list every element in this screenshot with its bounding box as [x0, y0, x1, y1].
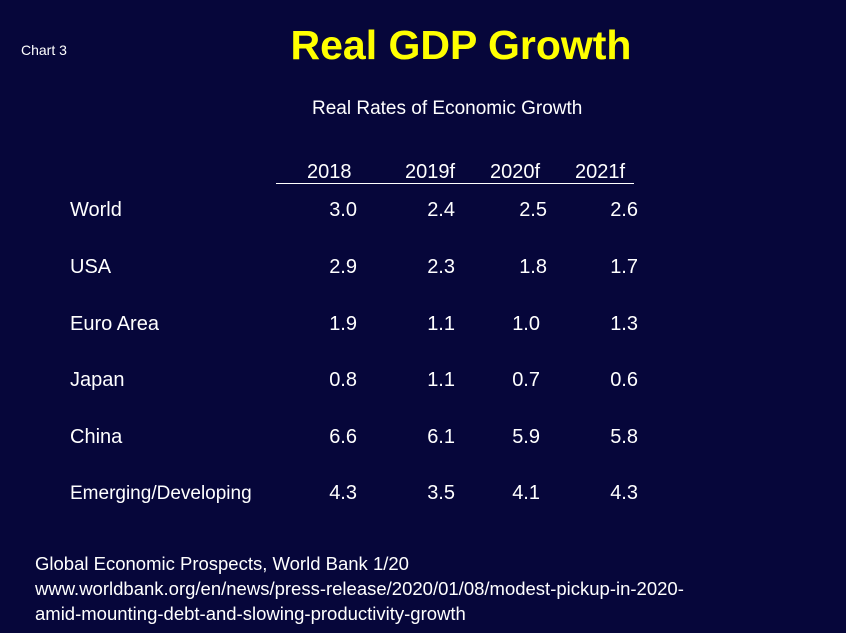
table-cell: 2.4 [427, 199, 455, 221]
row-label-emerging-developing: Emerging/Developing [70, 483, 252, 504]
table-cell: 5.8 [610, 426, 638, 448]
table-cell: 1.1 [427, 369, 455, 391]
table-cell: 6.6 [329, 426, 357, 448]
table-cell: 0.8 [329, 369, 357, 391]
header-underline [276, 183, 634, 184]
table-cell: 3.5 [427, 482, 455, 504]
table-cell: 1.1 [427, 313, 455, 335]
table-cell: 4.3 [329, 482, 357, 504]
table-cell: 0.7 [512, 369, 540, 391]
table-cell: 1.0 [512, 313, 540, 335]
row-label-japan: Japan [70, 369, 125, 391]
source-url-line-1: www.worldbank.org/en/news/press-release/… [35, 578, 684, 599]
source-url-line-2: amid-mounting-debt-and-slowing-productiv… [35, 603, 466, 624]
table-cell: 1.7 [610, 256, 638, 278]
table-subtitle: Real Rates of Economic Growth [312, 98, 583, 119]
table-cell: 5.9 [512, 426, 540, 448]
table-cell: 4.1 [512, 482, 540, 504]
column-header-2019f: 2019f [405, 161, 456, 183]
table-cell: 2.5 [519, 199, 547, 221]
row-label-china: China [70, 426, 123, 448]
table-cell: 1.8 [519, 256, 547, 278]
row-label-euro-area: Euro Area [70, 313, 159, 335]
table-cell: 3.0 [329, 199, 357, 221]
table-cell: 4.3 [610, 482, 638, 504]
table-cell: 6.1 [427, 426, 455, 448]
column-header-2021f: 2021f [575, 161, 626, 183]
source-title: Global Economic Prospects, World Bank 1/… [35, 553, 409, 574]
chart-number-label: Chart 3 [21, 42, 67, 58]
table-cell: 2.6 [610, 199, 638, 221]
row-label-usa: USA [70, 256, 112, 278]
table-cell: 1.3 [610, 313, 638, 335]
source-citation: Global Economic Prospects, World Bank 1/… [35, 551, 825, 626]
table-cell: 0.6 [610, 369, 638, 391]
table-cell: 2.9 [329, 256, 357, 278]
column-header-2018: 2018 [307, 161, 352, 183]
row-label-world: World [70, 199, 122, 221]
table-cell: 2.3 [427, 256, 455, 278]
column-header-2020f: 2020f [490, 161, 541, 183]
slide-title: Real GDP Growth [290, 22, 632, 68]
table-cell: 1.9 [329, 313, 357, 335]
